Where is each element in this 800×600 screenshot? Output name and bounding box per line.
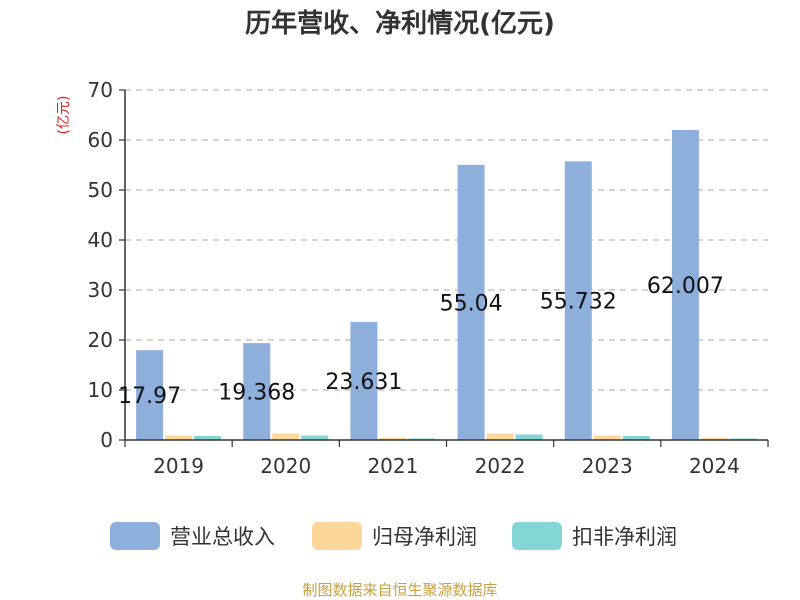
x-tick-label: 2022 <box>475 454 526 478</box>
grid-lines <box>125 89 768 391</box>
data-label: 19.368 <box>218 381 295 406</box>
bar <box>486 433 514 440</box>
data-label: 62.007 <box>647 274 724 299</box>
bar <box>671 129 699 440</box>
data-label: 23.631 <box>325 370 402 395</box>
x-tick-label: 2024 <box>689 454 740 478</box>
chart-title: 历年营收、净利情况(亿元) <box>245 8 555 39</box>
legend-label: 归母净利润 <box>372 525 477 549</box>
bar <box>593 435 621 440</box>
bar <box>379 438 407 440</box>
legend-swatch <box>110 522 160 550</box>
x-tick-label: 2021 <box>367 454 418 478</box>
bar <box>457 164 485 441</box>
legend-swatch <box>312 522 362 550</box>
bar <box>622 436 650 440</box>
bar <box>243 343 271 440</box>
legend-label: 营业总收入 <box>170 525 275 549</box>
bar <box>136 350 164 440</box>
x-tick-label: 2020 <box>260 454 311 478</box>
y-tick-label: 50 <box>88 178 113 202</box>
y-tick-label: 30 <box>88 278 113 302</box>
bars <box>136 129 757 441</box>
bar <box>194 436 222 440</box>
y-tick-label: 20 <box>88 328 113 352</box>
bar <box>350 321 378 440</box>
y-tick-label: 0 <box>100 428 113 452</box>
bar <box>272 433 300 440</box>
y-axis-ticks: 0 10 20 30 40 50 60 70 <box>88 78 125 452</box>
legend: 营业总收入 归母净利润 扣非净利润 <box>110 522 677 550</box>
data-label: 17.97 <box>118 384 181 409</box>
y-tick-label: 10 <box>88 378 113 402</box>
y-tick-label: 60 <box>88 128 113 152</box>
bar <box>564 161 592 440</box>
y-axis-unit-label: (亿元) <box>56 96 72 135</box>
x-tick-label: 2019 <box>153 454 204 478</box>
data-label: 55.04 <box>440 291 503 316</box>
x-tick-label: 2023 <box>582 454 633 478</box>
legend-swatch <box>512 522 562 550</box>
bar <box>165 435 193 440</box>
bar <box>515 434 543 440</box>
bar <box>301 435 329 440</box>
legend-label: 扣非净利润 <box>572 525 677 549</box>
data-labels: 17.97 19.368 23.631 55.04 55.732 62.007 <box>118 274 724 409</box>
source-note: 制图数据来自恒生聚源数据库 <box>302 581 497 599</box>
data-label: 55.732 <box>540 290 617 315</box>
y-tick-label: 40 <box>88 228 113 252</box>
x-axis-ticks: 2019 2020 2021 2022 2023 2024 <box>124 440 769 478</box>
bar <box>700 438 728 440</box>
y-tick-label: 70 <box>88 78 113 102</box>
